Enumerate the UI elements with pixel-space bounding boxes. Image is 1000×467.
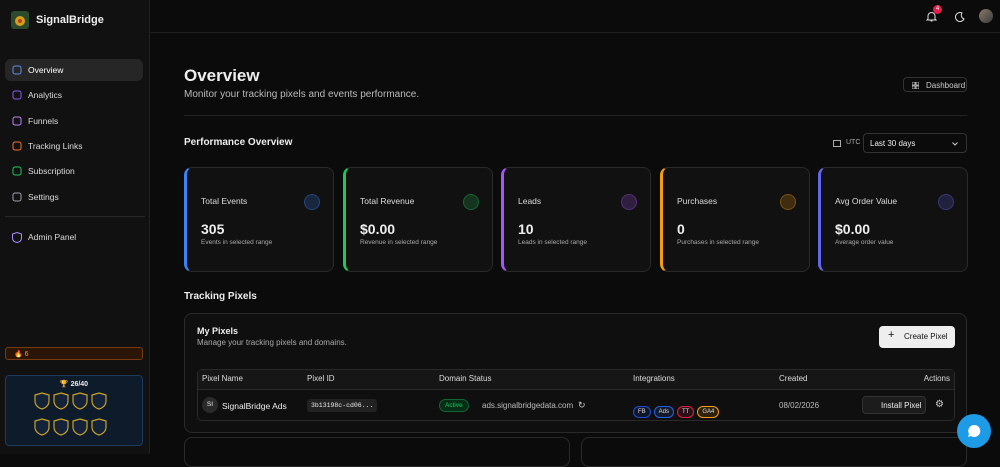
nav-item[interactable]: Analytics	[5, 84, 143, 106]
avatar[interactable]	[979, 9, 993, 23]
card-note: Average order value	[835, 239, 894, 246]
panel	[581, 437, 967, 467]
column-header: Integrations	[633, 374, 675, 383]
streak-count: 6	[24, 351, 29, 358]
calendar-icon	[833, 140, 841, 147]
card-note: Purchases in selected range	[677, 239, 760, 246]
stat-card: Total Revenue $0.00 Revenue in selected ra…	[343, 167, 493, 272]
pixel-id: 3b13198c-cd06...	[307, 399, 378, 412]
card-title: Avg Order Value	[835, 196, 898, 206]
card-value: $0.00	[360, 221, 396, 237]
card-title: Leads	[518, 196, 542, 206]
section-title: Performance Overview	[184, 137, 293, 148]
nav-item[interactable]: Admin Panel	[5, 226, 143, 248]
nav-item[interactable]: Settings	[5, 186, 143, 208]
divider	[184, 115, 967, 116]
settings-icon[interactable]: ⚙	[935, 399, 944, 410]
bell-icon[interactable]	[926, 11, 937, 22]
brand[interactable]: SignalBridge	[36, 14, 104, 26]
progress: 🏆 26/40	[59, 381, 89, 388]
integrations: FB Ads TT GA4	[633, 400, 722, 418]
nav-label: Tracking Links	[28, 140, 83, 151]
card-title: Total Events	[201, 196, 248, 206]
button-label: Create Pixel	[904, 332, 948, 341]
card-value: 0	[677, 221, 685, 237]
notification-badge: 4	[933, 5, 942, 14]
range-label: Last 30 days	[870, 139, 916, 148]
table	[197, 369, 955, 421]
panel-title: My Pixels	[197, 326, 239, 336]
nav-label: Overview	[28, 65, 64, 75]
streak: 🔥 6	[5, 347, 143, 360]
card-icon	[780, 194, 796, 210]
progress-count: 26/40	[70, 381, 89, 388]
stat-card: Purchases 0 Purchases in selected range	[660, 167, 810, 272]
column-header: Created	[779, 374, 808, 383]
page-subtitle: Monitor your tracking pixels and events …	[184, 89, 420, 100]
status-badge: Active	[439, 399, 469, 412]
create-pixel-button[interactable]: + Create Pixel	[879, 326, 955, 348]
card-value: $0.00	[835, 221, 871, 237]
chat-button[interactable]	[957, 414, 991, 448]
card-title: Purchases	[677, 196, 718, 206]
stat-card: Leads 10 Leads in selected range	[501, 167, 651, 272]
pixel-name: SignalBridge Ads	[222, 401, 287, 411]
sidebar: SignalBridge Admin Panel 🔥 6 🏆 26/40 Ove…	[0, 0, 150, 454]
theme-toggle[interactable]	[955, 12, 965, 22]
button-label: Dashboard	[926, 81, 966, 90]
logo	[11, 11, 29, 29]
panel	[184, 437, 570, 467]
badges	[34, 392, 107, 436]
button-label: Install Pixel	[881, 401, 922, 410]
dashboard-button[interactable]: Dashboard	[903, 77, 967, 92]
card-note: Events in selected range	[201, 239, 273, 246]
nav-label: Analytics	[28, 90, 63, 101]
card-value: 10	[518, 221, 534, 237]
nav-label: Settings	[28, 191, 59, 202]
topbar: 4	[150, 0, 1000, 33]
install-button[interactable]: Install Pixel	[862, 396, 926, 414]
nav-item[interactable]: Subscription	[5, 160, 143, 182]
column-header: Domain Status	[439, 374, 492, 383]
card-note: Revenue in selected range	[360, 239, 438, 246]
refresh-icon[interactable]: ↻	[578, 400, 586, 410]
card-value: 305	[201, 221, 225, 237]
nav-item[interactable]: Overview	[5, 59, 143, 81]
stat-card: Avg Order Value $0.00 Average order value	[818, 167, 968, 272]
stat-card: Total Events 305 Events in selected range	[184, 167, 334, 272]
card-note: Leads in selected range	[518, 239, 588, 246]
nav-label: Admin Panel	[28, 232, 77, 242]
card-icon	[463, 194, 479, 210]
card-icon	[621, 194, 637, 210]
card-icon	[938, 194, 954, 210]
divider	[5, 216, 145, 217]
row-avatar: SI	[202, 397, 218, 413]
nav-item[interactable]: Tracking Links	[5, 135, 143, 157]
integration-chip: TT	[677, 406, 695, 418]
created-date: 08/02/2026	[779, 401, 820, 410]
column-header: Pixel ID	[307, 374, 335, 383]
achievements: 🏆 26/40	[5, 375, 143, 446]
integration-chip: GA4	[697, 406, 720, 418]
card-icon	[304, 194, 320, 210]
domain: ads.signalbridgedata.com	[482, 401, 574, 410]
nav-item[interactable]: Funnels	[5, 110, 143, 132]
integration-chip: FB	[633, 406, 651, 418]
column-header: Pixel Name	[202, 374, 243, 383]
pixels-panel: My Pixels Manage your tracking pixels an…	[184, 313, 967, 433]
integration-chip: Ads	[653, 406, 675, 418]
column-header: Actions	[923, 374, 950, 383]
range-select[interactable]: Last 30 days	[863, 133, 967, 153]
page-title: Overview	[184, 66, 260, 85]
panel-subtitle: Manage your tracking pixels and domains.	[197, 338, 347, 347]
section-title: Tracking Pixels	[184, 291, 257, 302]
nav-label: Funnels	[28, 115, 59, 126]
card-title: Total Revenue	[360, 196, 415, 206]
nav-label: Subscription	[28, 166, 75, 177]
timezone: UTC	[846, 139, 861, 146]
